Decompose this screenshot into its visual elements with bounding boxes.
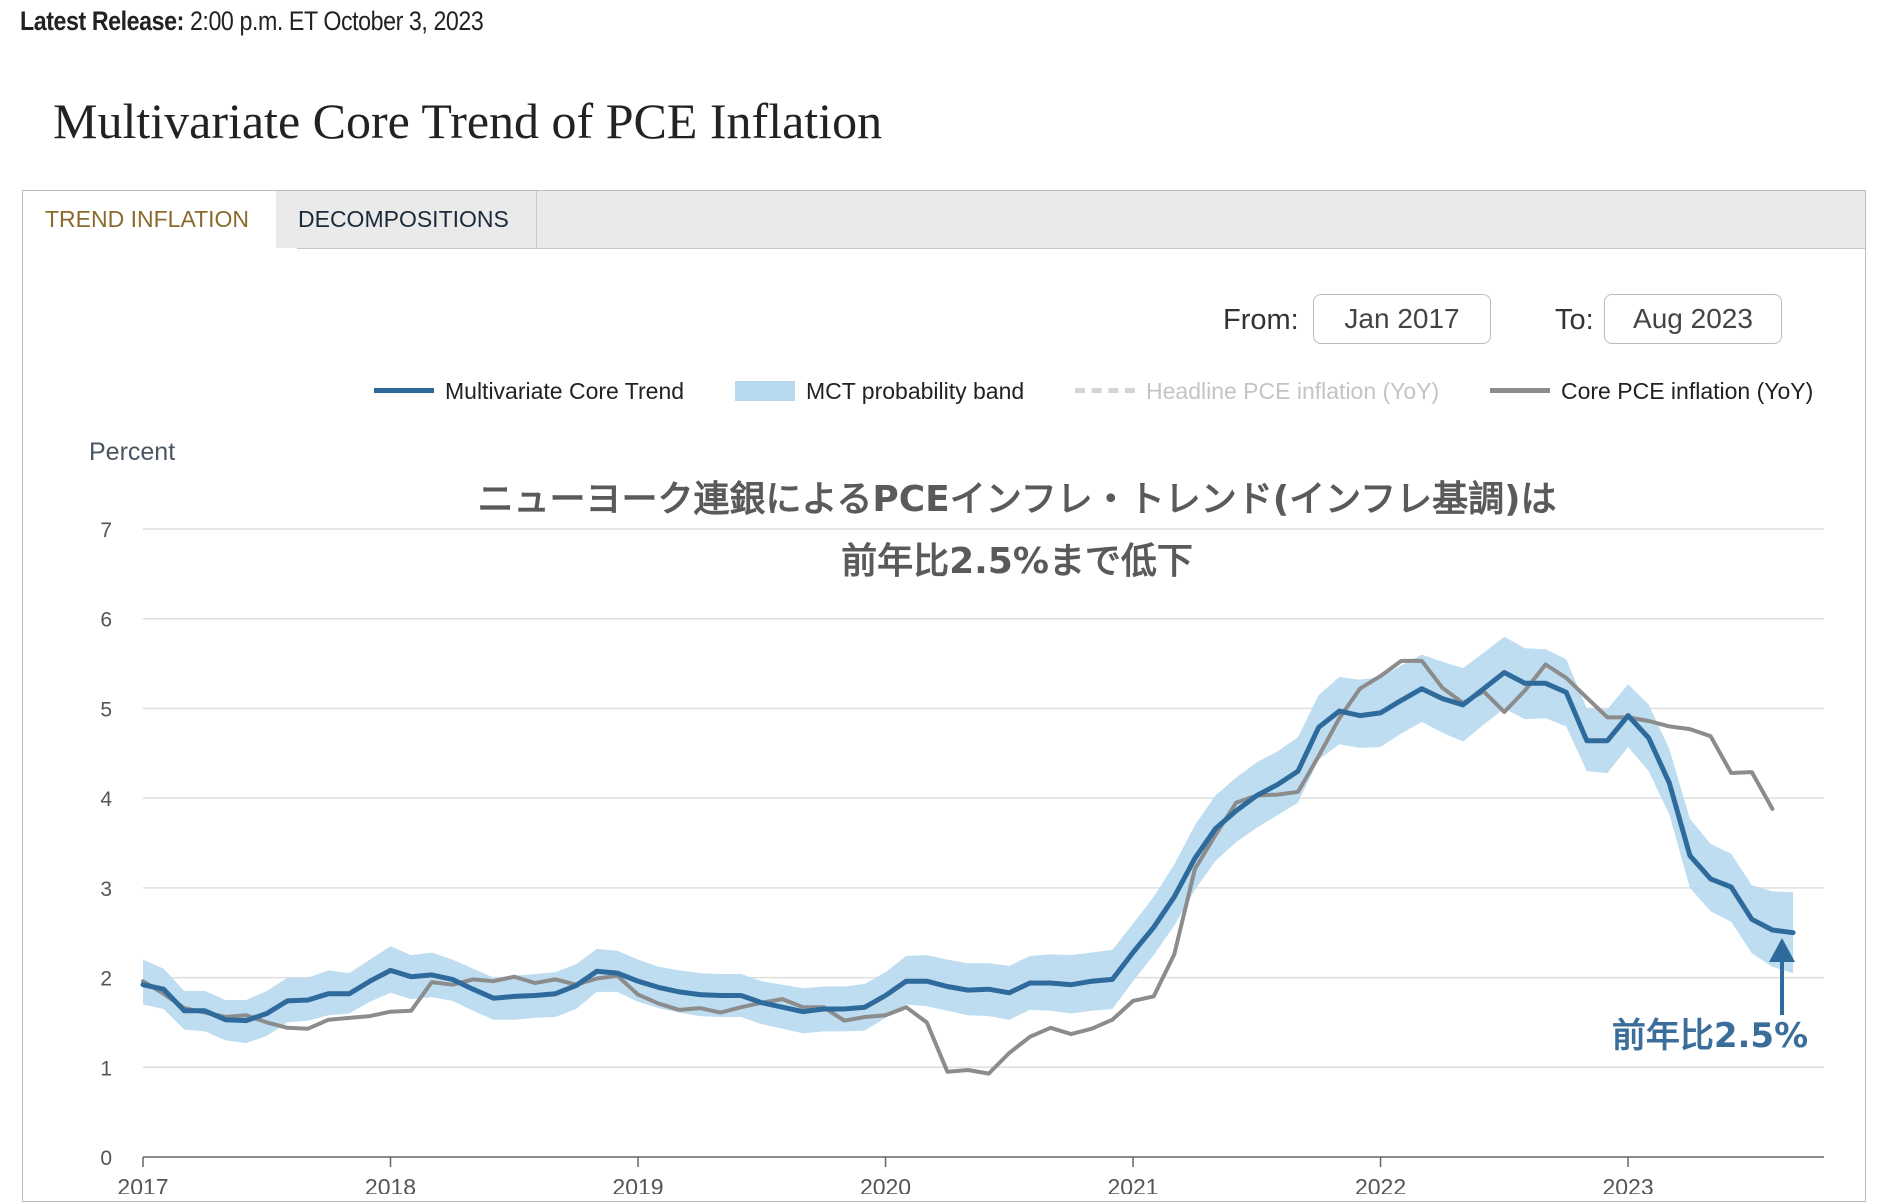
y-tick-label: 1 [100,1057,112,1080]
x-tick-label: 2020 [860,1174,911,1194]
x-tick-label: 2019 [612,1174,663,1194]
to-label: To: [1555,304,1594,336]
to-date-input[interactable]: Aug 2023 [1604,294,1782,344]
callout-label: 前年比2.5% [1612,1016,1808,1056]
annotation-title-line-2: 前年比2.5%まで低下 [841,541,1193,582]
latest-release-value: 2:00 p.m. ET October 3, 2023 [183,6,484,36]
y-tick-label: 2 [100,968,112,991]
legend-item-mct[interactable]: Multivariate Core Trend [374,374,714,408]
legend-label-core: Core PCE inflation (YoY) [1561,378,1814,404]
legend-swatch-band [735,381,795,401]
legend-label-band: MCT probability band [806,378,1025,404]
tab-decompositions[interactable]: DECOMPOSITIONS [276,191,537,248]
legend-swatch-mct [374,388,434,393]
legend-swatch-headline [1075,388,1135,393]
y-tick-label: 4 [100,788,112,811]
mct-probability-band [143,636,1794,1044]
legend-item-core[interactable]: Core PCE inflation (YoY) [1490,374,1850,408]
y-tick-label: 0 [100,1147,112,1170]
core-pce-line [141,658,1775,1076]
from-label: From: [1223,304,1299,336]
y-tick-label: 3 [100,878,112,901]
annotation-title-line-1: ニューヨーク連銀によるPCEインフレ・トレンド(インフレ基調)は [477,479,1556,520]
x-tick-label: 2021 [1107,1174,1158,1194]
legend-item-band[interactable]: MCT probability band [735,374,1065,408]
page-title: Multivariate Core Trend of PCE Inflation [53,93,883,149]
y-axis-label: Percent [89,438,175,466]
y-tick-label: 5 [100,698,112,721]
legend-label-headline: Headline PCE inflation (YoY) [1146,378,1440,404]
legend-swatch-core [1490,388,1550,393]
tab-bar: TREND INFLATION DECOMPOSITIONS [23,191,1865,249]
x-tick-label: 2022 [1355,1174,1406,1194]
y-tick-label: 7 [100,519,112,542]
y-tick-label: 6 [100,609,112,632]
latest-release-label: Latest Release: [20,6,184,36]
legend-item-headline[interactable]: Headline PCE inflation (YoY) [1075,374,1455,408]
x-tick-label: 2018 [365,1174,416,1194]
x-tick-label: 2017 [117,1174,168,1194]
legend-label-mct: Multivariate Core Trend [445,378,685,404]
mct-line [140,670,1796,1024]
from-date-input[interactable]: Jan 2017 [1313,294,1491,344]
latest-release: Latest Release: 2:00 p.m. ET October 3, … [20,6,484,37]
callout-arrow-head [1769,938,1795,962]
tab-trend-inflation[interactable]: TREND INFLATION [23,191,298,249]
x-tick-label: 2023 [1602,1174,1653,1194]
